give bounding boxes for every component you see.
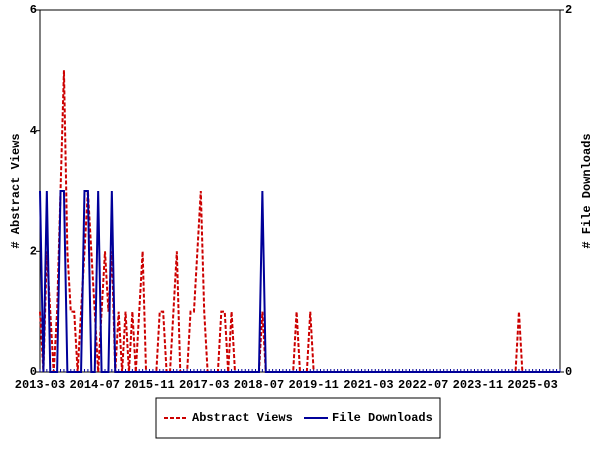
x-tick-label: 2022-07 (398, 378, 448, 392)
y2-tick-label: 2 (565, 3, 572, 17)
x-tick-label: 2023-11 (453, 378, 503, 392)
x-tick-label: 2017-03 (179, 378, 229, 392)
x-tick-label: 2021-03 (343, 378, 393, 392)
y-axis-label: # Abstract Views (9, 133, 23, 248)
x-tick-label: 2018-07 (234, 378, 284, 392)
series-line (39, 70, 560, 373)
y2-tick-label: 0 (565, 365, 572, 379)
legend (155, 397, 441, 439)
y-tick-label: 6 (30, 3, 37, 17)
y-tick-label: 0 (30, 365, 37, 379)
y-tick-label: 2 (30, 245, 37, 259)
y-tick-label: 4 (30, 124, 37, 138)
legend-label: Abstract Views (192, 411, 293, 425)
x-tick-label: 2013-03 (15, 378, 65, 392)
x-tick-label: 2025-03 (507, 378, 557, 392)
x-tick-label: 2014-07 (70, 378, 120, 392)
y2-axis-label: # File Downloads (580, 133, 594, 248)
x-tick-label: 2019-11 (288, 378, 338, 392)
series-line (39, 190, 560, 373)
legend-label: File Downloads (332, 411, 433, 425)
x-tick-label: 2015-11 (124, 378, 174, 392)
